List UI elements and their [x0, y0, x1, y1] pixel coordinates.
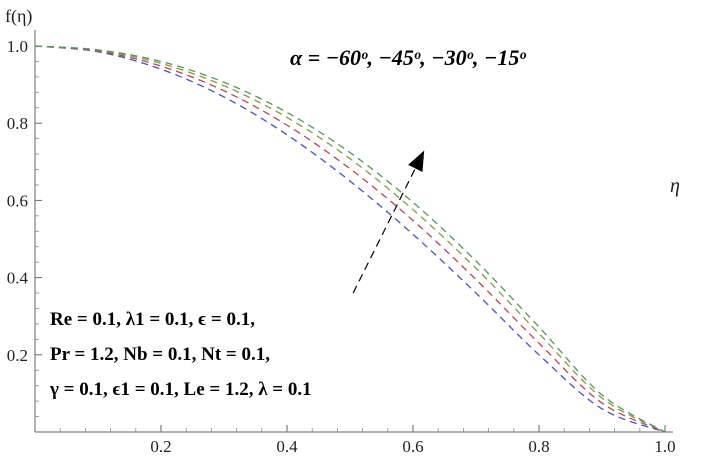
params-line-1: Re = 0.1, λ1 = 0.1, ϵ = 0.1,: [50, 309, 255, 330]
x-tick-label: 0.2: [150, 437, 171, 456]
series-group: [34, 45, 666, 433]
y-axis-label: f(η): [5, 6, 32, 27]
x-tick-label: 1.0: [654, 437, 675, 456]
arrow-head: [408, 150, 425, 172]
y-tick-label: 0.4: [7, 269, 29, 288]
y-tick-label: 0.2: [7, 346, 28, 365]
arrow-shaft: [352, 153, 423, 294]
series-line-4: [34, 45, 666, 433]
x-tick-label: 0.4: [276, 437, 298, 456]
x-tick-label: 0.6: [402, 437, 423, 456]
series-line-3: [34, 45, 666, 433]
params-line-3: γ = 0.1, ϵ1 = 0.1, Le = 1.2, λ = 0.1: [49, 379, 312, 400]
x-tick-label: 0.8: [528, 437, 549, 456]
series-line-1: [34, 45, 666, 433]
series-line-2: [34, 45, 666, 433]
y-tick-label: 1.0: [7, 37, 28, 56]
axes: 0.2 0.4 0.6 0.8 1.0 0.2 0.4 0.6 0.8 1.0: [7, 30, 676, 456]
x-axis-label: η: [670, 175, 680, 197]
params-line-2: Pr = 1.2, Nb = 0.1, Nt = 0.1,: [50, 344, 270, 365]
direction-arrow: [352, 150, 425, 294]
y-tick-label: 0.8: [7, 114, 28, 133]
alpha-annotation: α = −60ᵒ, −45ᵒ, −30ᵒ, −15ᵒ: [290, 45, 526, 70]
y-tick-label: 0.6: [7, 191, 28, 210]
